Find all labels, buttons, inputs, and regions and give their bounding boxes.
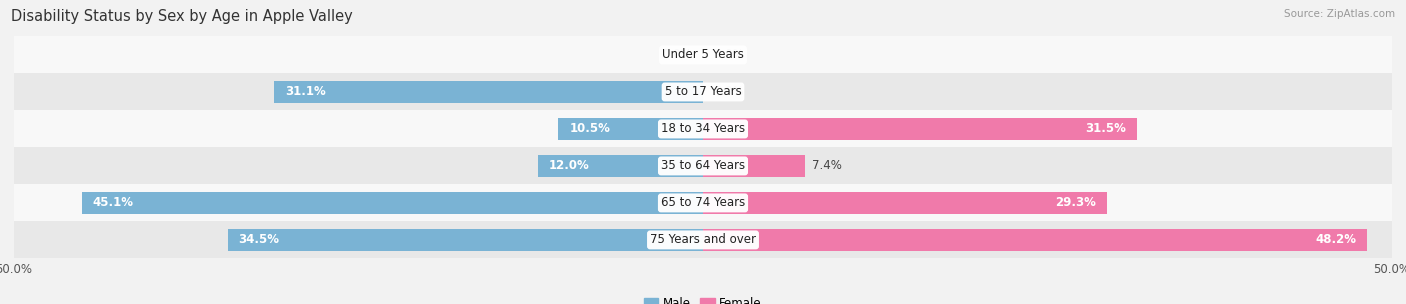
Text: Source: ZipAtlas.com: Source: ZipAtlas.com	[1284, 9, 1395, 19]
Text: Under 5 Years: Under 5 Years	[662, 48, 744, 61]
Bar	[14, 74, 1392, 110]
Bar	[274, 81, 703, 103]
Text: 0.0%: 0.0%	[662, 48, 692, 61]
Bar	[14, 221, 1392, 258]
Text: Disability Status by Sex by Age in Apple Valley: Disability Status by Sex by Age in Apple…	[11, 9, 353, 24]
Bar	[228, 229, 703, 251]
Text: 35 to 64 Years: 35 to 64 Years	[661, 159, 745, 172]
Text: 31.5%: 31.5%	[1085, 123, 1126, 136]
Bar	[14, 36, 1392, 74]
Text: 48.2%: 48.2%	[1315, 233, 1357, 247]
Text: 31.1%: 31.1%	[285, 85, 326, 98]
Text: 7.4%: 7.4%	[811, 159, 842, 172]
Text: 10.5%: 10.5%	[569, 123, 610, 136]
Text: 75 Years and over: 75 Years and over	[650, 233, 756, 247]
Text: 0.0%: 0.0%	[714, 48, 744, 61]
Bar	[82, 192, 703, 214]
Text: 18 to 34 Years: 18 to 34 Years	[661, 123, 745, 136]
Text: 34.5%: 34.5%	[239, 233, 280, 247]
Bar	[558, 118, 703, 140]
Bar	[537, 155, 703, 177]
Bar	[703, 192, 1107, 214]
Bar	[703, 155, 806, 177]
Legend: Male, Female: Male, Female	[640, 292, 766, 304]
Text: 5 to 17 Years: 5 to 17 Years	[665, 85, 741, 98]
Text: 65 to 74 Years: 65 to 74 Years	[661, 196, 745, 209]
Text: 45.1%: 45.1%	[93, 196, 134, 209]
Bar	[14, 147, 1392, 185]
Text: 29.3%: 29.3%	[1054, 196, 1095, 209]
Text: 12.0%: 12.0%	[548, 159, 589, 172]
Bar	[703, 229, 1367, 251]
Bar	[14, 110, 1392, 147]
Bar	[703, 118, 1137, 140]
Bar	[14, 185, 1392, 221]
Text: 0.0%: 0.0%	[714, 85, 744, 98]
